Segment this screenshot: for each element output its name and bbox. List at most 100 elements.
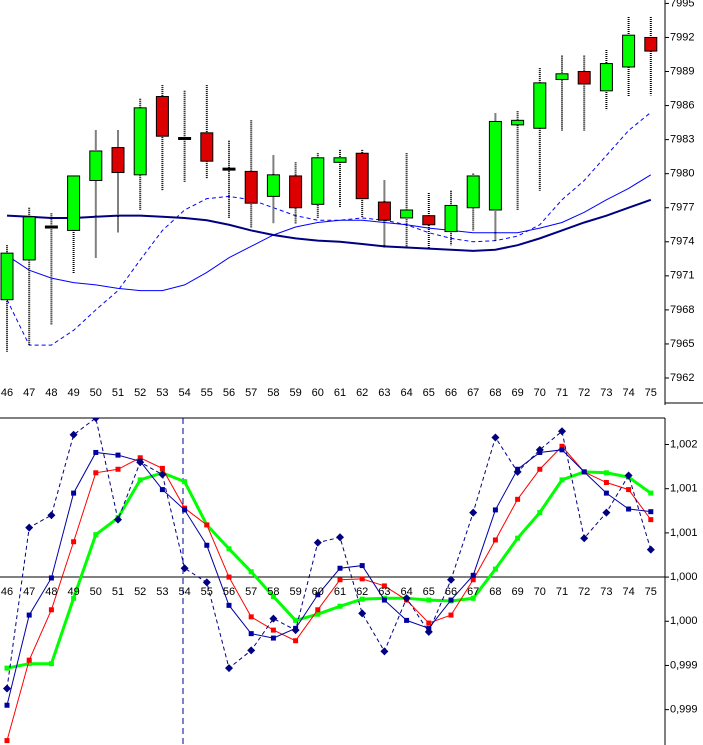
x-tick-label: 68 [489, 586, 501, 598]
marker [225, 664, 233, 673]
marker [624, 471, 633, 480]
marker [137, 477, 143, 483]
x-tick-label: 60 [312, 586, 324, 598]
candle-body [333, 157, 347, 163]
marker [93, 532, 99, 538]
marker [559, 477, 565, 483]
x-tick-label: 54 [178, 387, 190, 399]
candle-body [133, 107, 147, 176]
marker [114, 515, 122, 524]
x-tick-label: 52 [134, 387, 146, 399]
marker [93, 470, 99, 476]
candle-body [599, 63, 613, 92]
marker [358, 609, 367, 618]
marker [559, 443, 565, 449]
y-tick-label: 1,000 [670, 571, 698, 583]
candle-body [644, 36, 658, 52]
marker [426, 620, 432, 626]
x-tick-label: 71 [556, 586, 568, 598]
x-tick-label: 54 [178, 586, 190, 598]
marker [269, 614, 278, 623]
marker [204, 542, 210, 548]
y-tick-label: 7989 [670, 65, 694, 77]
candle-body [289, 175, 303, 209]
x-tick-label: 57 [245, 586, 257, 598]
x-tick-label: 62 [356, 586, 368, 598]
y-tick-label: 0,999 [670, 704, 698, 716]
x-tick-label: 61 [334, 586, 346, 598]
x-tick-label: 68 [489, 387, 501, 399]
marker [248, 569, 254, 575]
x-tick-label: 58 [267, 387, 279, 399]
marker [648, 509, 654, 515]
x-tick-label: 65 [423, 586, 435, 598]
marker [182, 479, 188, 485]
marker [336, 533, 344, 542]
candle-body [466, 175, 480, 209]
marker [71, 490, 77, 496]
x-tick-label: 75 [645, 586, 657, 598]
marker [515, 535, 521, 541]
marker [646, 545, 655, 554]
x-tick-label: 59 [289, 586, 301, 598]
candle-body [266, 174, 280, 197]
candle-body [0, 252, 14, 301]
x-tick-label: 46 [1, 387, 13, 399]
candle-body [178, 136, 192, 140]
line [6, 445, 652, 741]
marker [537, 510, 543, 516]
marker [48, 661, 54, 667]
marker [3, 684, 11, 693]
marker [337, 577, 343, 583]
marker [381, 583, 387, 589]
marker [270, 635, 276, 641]
y-tick-label: 0,999 [670, 659, 698, 671]
marker [580, 534, 589, 543]
y-tick-label: 7980 [670, 168, 694, 180]
x-tick-label: 74 [622, 586, 634, 598]
x-tick-label: 56 [223, 387, 235, 399]
marker [136, 458, 145, 467]
marker [91, 418, 100, 422]
x-tick-label: 55 [201, 586, 213, 598]
marker [581, 469, 587, 475]
y-tick-label: 7974 [670, 236, 694, 248]
x-tick-label: 60 [312, 387, 324, 399]
marker [115, 466, 121, 472]
candle-body [377, 201, 391, 221]
labels: 7962 7965 7968 7971 7974 7977 7980 7983 7986 7989… [1, 0, 698, 716]
marker [492, 566, 498, 572]
marker [48, 607, 54, 613]
marker [204, 522, 210, 528]
marker [535, 445, 544, 454]
marker [158, 470, 167, 479]
marker [470, 572, 476, 578]
marker [491, 433, 500, 442]
marker [226, 602, 232, 608]
marker [48, 575, 54, 581]
y-tick-label: 7983 [670, 134, 694, 146]
marker [603, 490, 609, 496]
x-tick-label: 59 [289, 387, 301, 399]
candle-body [355, 152, 369, 200]
y-tick-label: 1,002 [670, 438, 698, 450]
x-tick-label: 70 [534, 387, 546, 399]
marker [69, 430, 78, 439]
marker [337, 565, 343, 571]
x-tick-label: 63 [378, 387, 390, 399]
x-tick-label: 63 [378, 586, 390, 598]
marker [291, 626, 300, 635]
x-tick-label: 48 [45, 387, 57, 399]
x-tick-label: 50 [90, 387, 102, 399]
y-tick-label: 7986 [670, 99, 694, 111]
marker [47, 511, 56, 520]
x-tick-label: 69 [511, 586, 523, 598]
candle-body [622, 34, 636, 68]
y-tick-label: 7971 [670, 270, 694, 282]
candle-body [533, 82, 547, 129]
y-tick-label: 7977 [670, 202, 694, 214]
candle-body [311, 157, 325, 205]
candle-body [400, 209, 414, 219]
marker [492, 507, 498, 513]
